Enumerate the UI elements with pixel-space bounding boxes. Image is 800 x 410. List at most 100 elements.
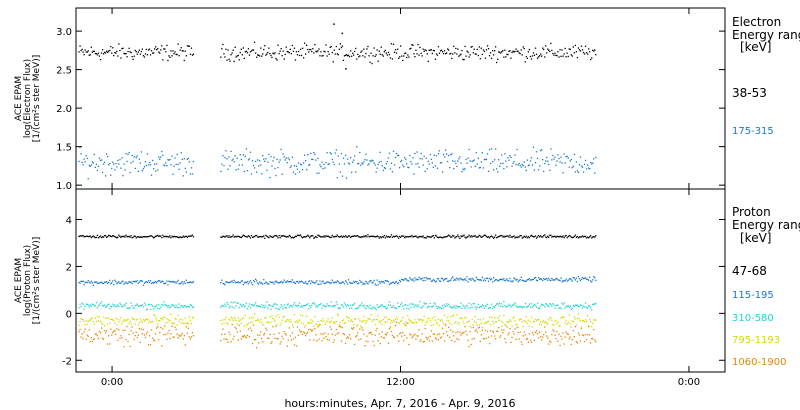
data-point [128, 235, 130, 237]
data-point [252, 317, 255, 319]
data-point [427, 160, 429, 162]
data-point [448, 154, 450, 157]
data-point [486, 303, 489, 305]
data-point [182, 283, 184, 285]
data-point [525, 169, 527, 172]
data-point [451, 307, 453, 309]
data-point [119, 319, 121, 321]
data-point [266, 53, 268, 55]
data-point [91, 236, 93, 238]
data-point [288, 52, 290, 54]
data-point [540, 305, 542, 307]
y-tick-label: 2 [66, 262, 72, 273]
data-point [291, 279, 293, 281]
data-point [318, 324, 320, 327]
data-point [105, 281, 107, 283]
data-point [342, 235, 345, 237]
data-point [407, 304, 409, 307]
data-point [158, 339, 160, 341]
data-point [308, 280, 310, 283]
data-point [472, 52, 474, 54]
data-point [145, 164, 148, 167]
data-point [525, 306, 527, 308]
data-point [288, 234, 290, 237]
data-point [587, 278, 589, 280]
data-point [503, 168, 505, 170]
data-point [80, 153, 82, 155]
data-point [572, 304, 574, 307]
data-point [115, 333, 117, 335]
data-point [323, 235, 325, 237]
data-point [326, 152, 328, 154]
data-point [362, 163, 364, 165]
data-point [425, 157, 427, 159]
data-point [124, 53, 126, 55]
data-point [170, 305, 172, 307]
data-point [271, 236, 273, 238]
data-point [537, 277, 540, 279]
data-point [572, 236, 574, 238]
data-point [99, 332, 102, 334]
data-point [83, 320, 85, 323]
data-point [225, 235, 227, 237]
data-point [121, 337, 123, 339]
data-point [365, 280, 367, 282]
data-point [223, 53, 225, 55]
data-point [550, 279, 552, 282]
data-point [431, 235, 433, 237]
data-point [554, 279, 556, 281]
data-point [258, 342, 260, 344]
data-point [525, 280, 527, 282]
data-point [492, 236, 494, 238]
data-point [241, 280, 243, 282]
data-point [429, 335, 431, 337]
data-point [550, 234, 552, 236]
data-point [259, 305, 261, 307]
data-point [229, 281, 231, 283]
data-point [379, 53, 381, 55]
data-point [141, 169, 143, 172]
data-point [325, 161, 327, 164]
data-point [523, 235, 525, 237]
data-point [78, 307, 80, 309]
data-point [519, 331, 521, 333]
data-point [436, 323, 439, 325]
data-point [579, 340, 582, 342]
data-point [152, 159, 154, 162]
data-point [549, 279, 551, 281]
data-point [408, 343, 410, 346]
data-point [512, 304, 514, 306]
data-point [351, 235, 353, 238]
data-point [558, 236, 560, 238]
data-point [267, 283, 269, 285]
data-point [473, 159, 475, 161]
data-point [476, 324, 478, 326]
data-point [464, 326, 466, 328]
data-point [264, 237, 266, 239]
data-point [152, 281, 154, 284]
data-point [550, 317, 552, 319]
data-point [482, 235, 485, 237]
data-point [450, 236, 452, 238]
data-point [506, 53, 508, 56]
data-point [266, 169, 268, 171]
data-point [357, 307, 359, 309]
data-point [166, 305, 168, 307]
data-point [103, 325, 106, 327]
data-point [250, 173, 253, 175]
data-point [486, 277, 489, 279]
data-point [263, 48, 265, 51]
data-point [525, 338, 527, 340]
data-point [167, 236, 169, 238]
data-point [118, 305, 120, 308]
data-point [568, 338, 570, 340]
data-point [539, 165, 541, 167]
data-point [501, 329, 503, 331]
data-point [371, 235, 373, 237]
data-point [325, 282, 327, 284]
data-point [290, 339, 292, 341]
data-point [95, 53, 98, 55]
data-point [120, 282, 122, 284]
data-point [341, 45, 344, 47]
data-point [475, 152, 477, 154]
